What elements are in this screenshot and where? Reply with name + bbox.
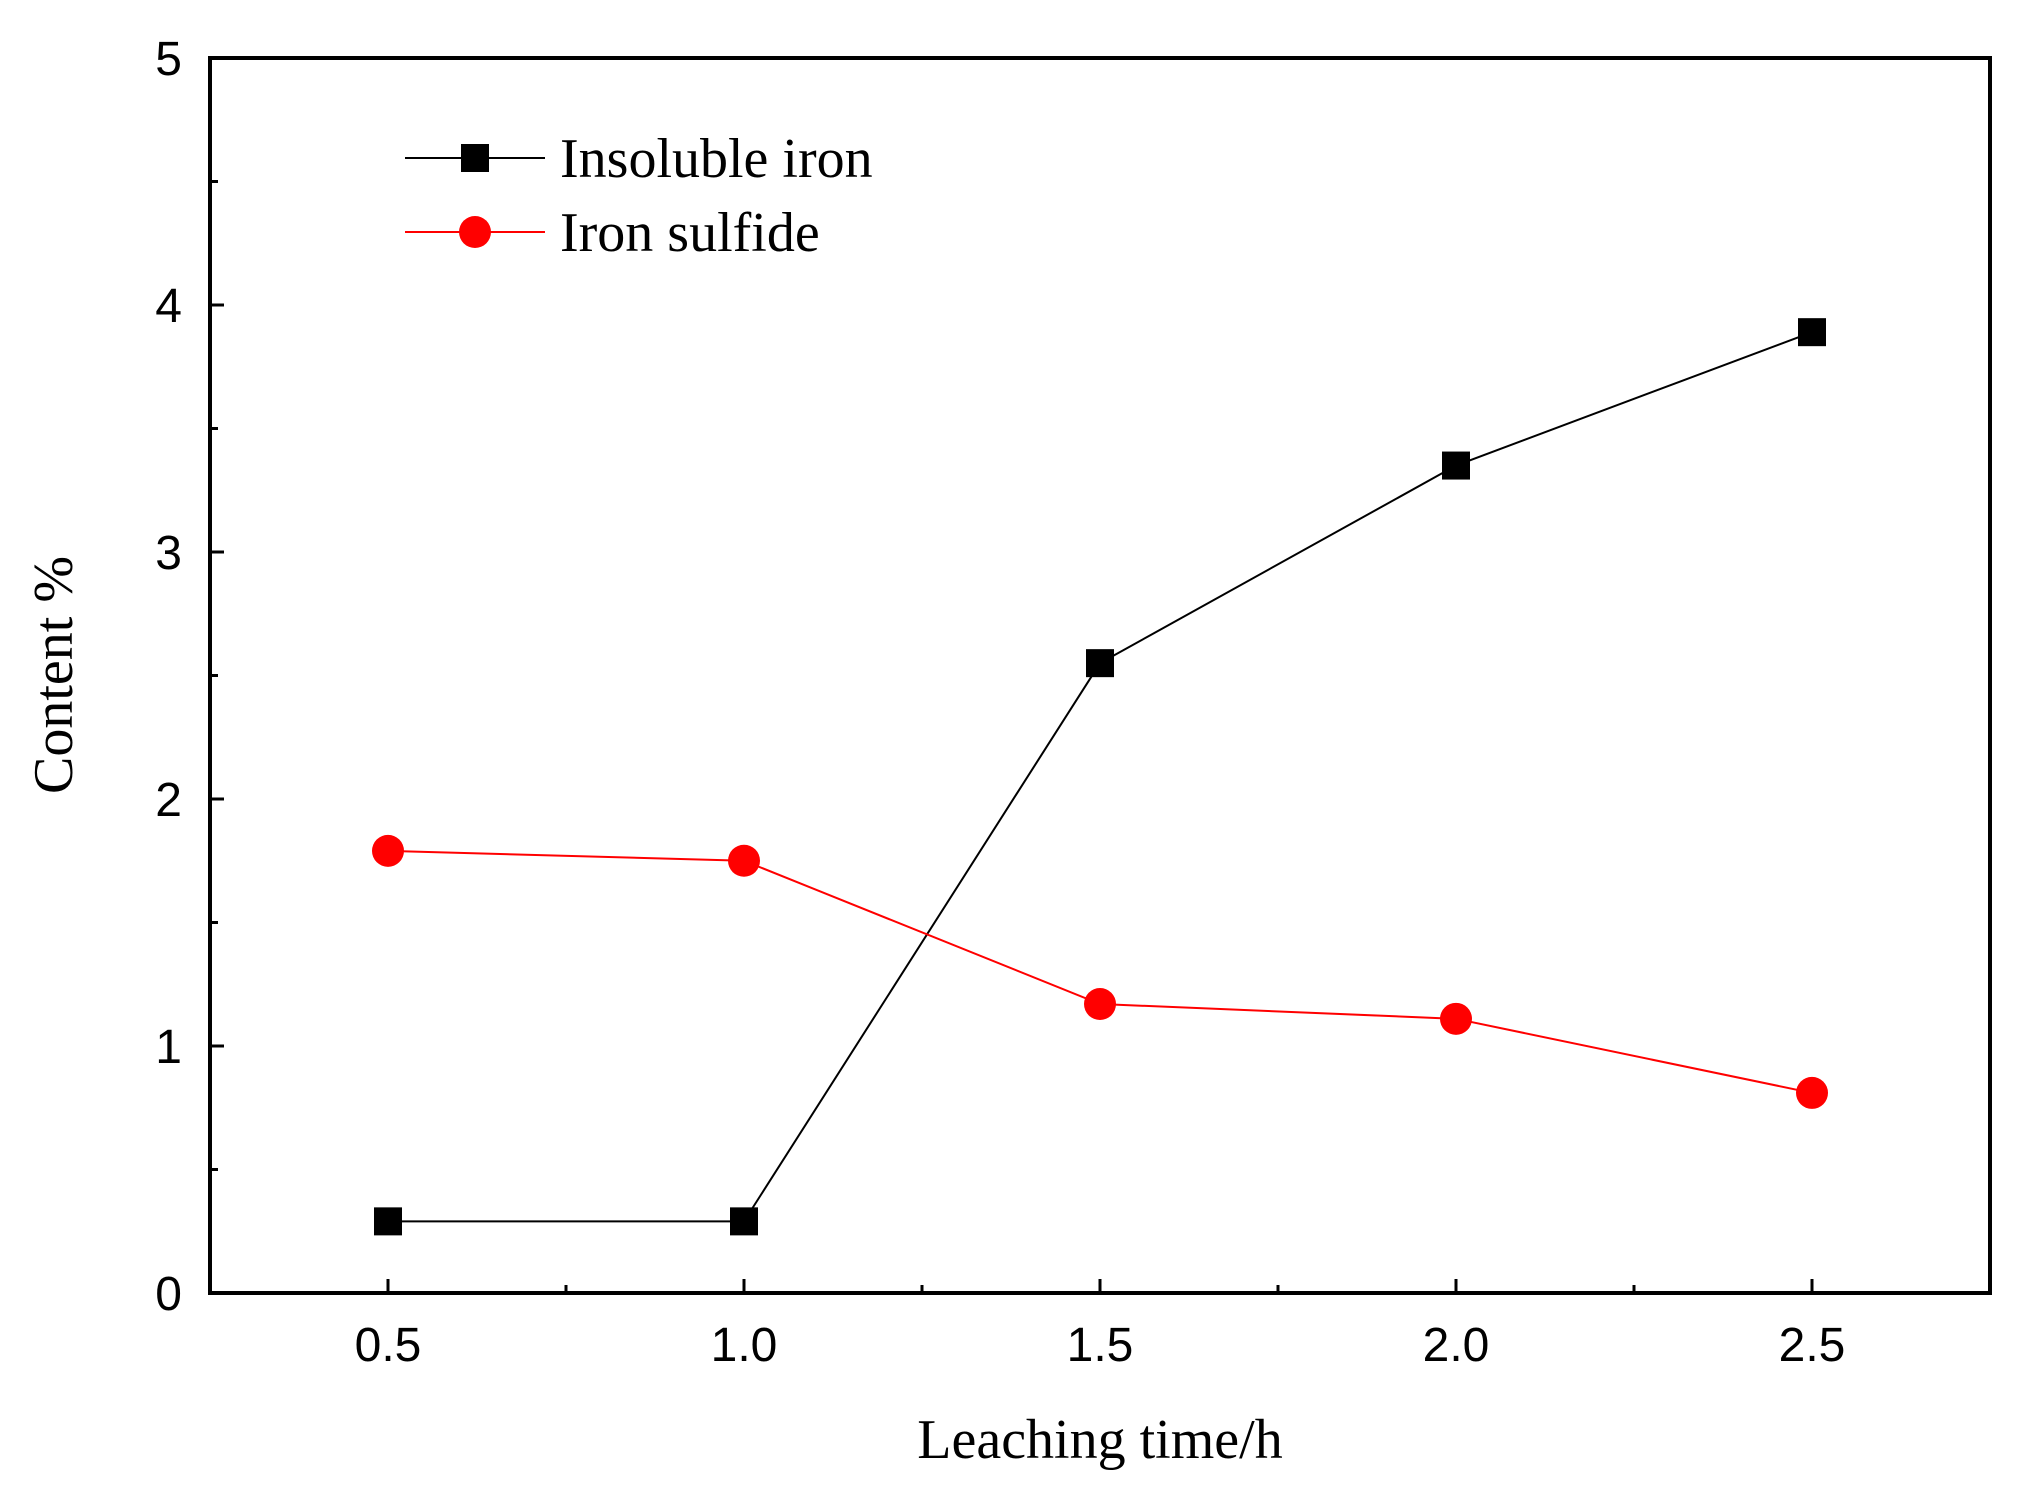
x-axis-title: Leaching time/h bbox=[917, 1409, 1282, 1471]
y-tick-label: 0 bbox=[155, 1268, 182, 1321]
legend-label-insoluble-iron: Insoluble iron bbox=[560, 128, 873, 190]
data-point-iron-sulfide bbox=[372, 834, 404, 867]
tick-labels: 0.5 1.0 1.5 2.0 2.5 0 1 2 3 4 5 bbox=[155, 33, 1845, 1372]
data-point-insoluble-iron bbox=[730, 1207, 758, 1236]
legend-marker-iron-sulfide bbox=[459, 216, 491, 248]
series-line-insoluble-iron bbox=[388, 331, 1813, 1223]
data-point-iron-sulfide bbox=[1440, 1002, 1472, 1035]
data-point-iron-sulfide bbox=[1796, 1076, 1828, 1109]
x-tick-label: 2.5 bbox=[1779, 1319, 1846, 1372]
series-line-iron-sulfide bbox=[387, 849, 1813, 1094]
legend-label-iron-sulfide: Iron sulfide bbox=[560, 202, 820, 264]
data-point-insoluble-iron bbox=[1086, 649, 1114, 678]
y-axis-title: Content % bbox=[23, 556, 85, 794]
legend: Insoluble iron Iron sulfide bbox=[405, 128, 873, 264]
y-tick-label: 3 bbox=[155, 527, 182, 580]
data-point-insoluble-iron bbox=[1442, 451, 1470, 480]
data-point-insoluble-iron bbox=[1798, 318, 1826, 347]
data-point-iron-sulfide bbox=[1084, 988, 1116, 1021]
y-tick-label: 1 bbox=[155, 1021, 182, 1074]
y-tick-label: 5 bbox=[155, 33, 182, 86]
x-tick-label: 1.0 bbox=[711, 1319, 778, 1372]
legend-marker-insoluble-iron bbox=[461, 144, 489, 172]
y-tick-label: 4 bbox=[155, 280, 182, 333]
y-tick-label: 2 bbox=[155, 774, 182, 827]
series-layer bbox=[372, 318, 1828, 1236]
x-tick-label: 1.5 bbox=[1067, 1319, 1134, 1372]
data-point-iron-sulfide bbox=[728, 844, 760, 877]
x-tick-label: 0.5 bbox=[355, 1319, 422, 1372]
axis-ticks bbox=[208, 56, 1992, 1295]
x-tick-label: 2.0 bbox=[1423, 1319, 1490, 1372]
data-point-insoluble-iron bbox=[374, 1207, 402, 1236]
